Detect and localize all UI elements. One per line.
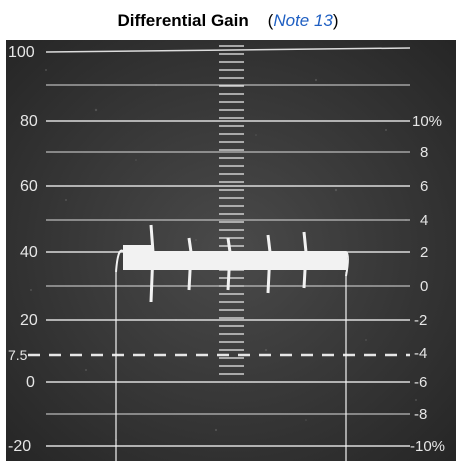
right-scale-label: -2	[414, 312, 427, 329]
right-scale-label: 0	[420, 278, 428, 295]
left-scale-label: 0	[26, 374, 35, 391]
title-paren-close: )	[332, 11, 339, 30]
title-paren-open: (	[267, 11, 274, 30]
right-scale-label: 6	[420, 178, 428, 195]
left-scale-label: 7.5	[8, 347, 28, 363]
right-scale-label: -8	[414, 406, 427, 423]
differential-gain-trace	[115, 224, 349, 461]
left-scale-label: 100	[8, 44, 35, 61]
scope-screen: 100 80 60 40 20 7.5 0 -20 10% 8 6 4 2 0 …	[6, 40, 456, 461]
left-scale-label: -20	[8, 438, 31, 455]
left-scale-label: 20	[20, 312, 38, 329]
title-text: Differential Gain	[117, 11, 249, 30]
left-scale-label: 40	[20, 244, 38, 261]
right-scale-label: 2	[420, 244, 428, 261]
left-scale-label: 60	[20, 178, 38, 195]
figure-title: Differential Gain (Note 13)	[0, 6, 456, 36]
scope-photo: 100 80 60 40 20 7.5 0 -20 10% 8 6 4 2 0 …	[6, 40, 456, 461]
right-scale-label: 8	[420, 144, 428, 161]
right-scale-label: 10%	[412, 113, 442, 130]
graticule	[45, 47, 411, 447]
right-scale-label: -4	[414, 345, 427, 362]
right-scale-label: 4	[420, 212, 428, 229]
left-scale-label: 80	[20, 113, 38, 130]
right-scale-label: -10%	[410, 438, 445, 455]
note-13-link[interactable]: Note 13	[273, 11, 333, 30]
right-scale-label: -6	[414, 374, 427, 391]
